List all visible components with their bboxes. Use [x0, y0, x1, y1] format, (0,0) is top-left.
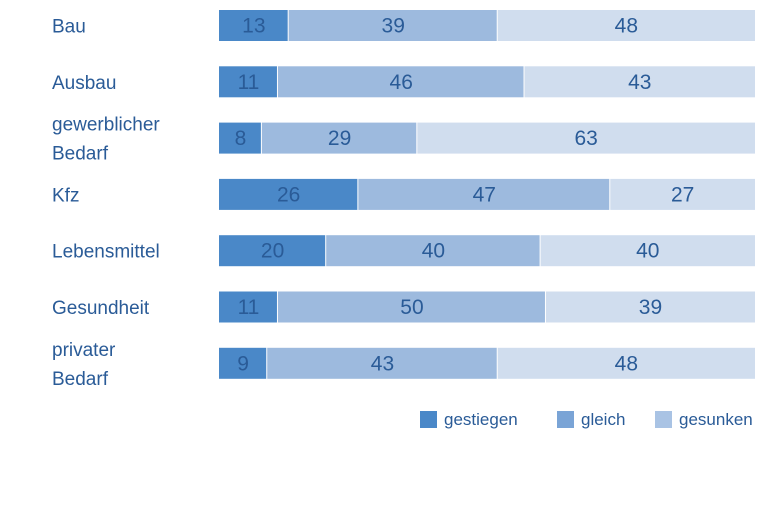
bar-segment-gleich: [277, 291, 545, 323]
category-label: Ausbau: [52, 73, 116, 94]
data-label: 13: [242, 15, 265, 38]
data-label: 50: [400, 296, 423, 319]
data-label: 39: [639, 296, 662, 319]
legend-swatch-gesunken: [655, 411, 672, 428]
data-label: 43: [371, 352, 394, 375]
bar-segment-gestiegen: [219, 122, 261, 154]
legend-label: gleich: [581, 410, 625, 429]
bar-segment-gesunken: [610, 178, 755, 210]
data-label: 27: [671, 183, 694, 206]
category-label: Bedarf: [52, 369, 109, 390]
data-label: 48: [615, 352, 638, 375]
bar-segment-gleich: [267, 347, 497, 379]
bar-segment-gleich: [358, 178, 610, 210]
bar-segment-gleich: [326, 235, 540, 267]
category-labels: Bau Ausbau gewerblicher Bedarf Kfz Lebensmitt…: [52, 17, 160, 390]
bars: 13 39 48 11 46 43 8 29 63 26 47 27 20 40 40 11 50 39 9 43 48: [219, 10, 755, 379]
bar-segment-gesunken: [524, 66, 755, 98]
bar-segment-gleich: [288, 10, 497, 41]
bar-segment-gestiegen: [219, 178, 358, 210]
bar-segment-gesunken: [497, 10, 755, 41]
bar-segment-gleich: [277, 66, 524, 98]
legend-label: gestiegen: [444, 410, 518, 429]
data-label: 48: [615, 15, 638, 38]
data-label: 29: [328, 127, 351, 150]
category-label: gewerblicher: [52, 115, 160, 136]
category-label: Kfz: [52, 185, 79, 206]
bar-segment-gesunken: [545, 291, 755, 323]
data-label: 26: [277, 183, 300, 206]
data-label: 20: [261, 240, 284, 263]
category-label: Bau: [52, 17, 86, 38]
bar-segment-gestiegen: [219, 66, 277, 98]
data-label: 46: [390, 71, 413, 94]
legend-swatch-gleich: [557, 411, 574, 428]
bar-segment-gestiegen: [219, 347, 267, 379]
category-label: privater: [52, 340, 116, 361]
bar-segment-gleich: [261, 122, 417, 154]
data-label: 63: [574, 127, 597, 150]
data-label: 11: [238, 71, 260, 94]
category-label: Bedarf: [52, 144, 109, 165]
data-label: 43: [628, 71, 651, 94]
category-label: Gesundheit: [52, 298, 150, 319]
bar-segment-gestiegen: [219, 235, 326, 267]
legend-label: gesunken: [679, 410, 753, 429]
data-label: 47: [473, 183, 496, 206]
category-label: Lebensmittel: [52, 242, 160, 263]
data-label: 9: [237, 352, 249, 375]
legend-swatch-gestiegen: [420, 411, 437, 428]
data-label: 40: [636, 240, 659, 263]
bar-segment-gesunken: [417, 122, 755, 154]
bar-segment-gesunken: [497, 347, 755, 379]
data-label: 8: [235, 127, 247, 150]
bar-segment-gestiegen: [219, 291, 277, 323]
data-label: 11: [238, 296, 260, 319]
data-label: 39: [382, 15, 405, 38]
legend: gestiegen gleich gesunken: [420, 410, 753, 429]
data-label: 40: [422, 240, 445, 263]
bar-segment-gesunken: [540, 235, 755, 267]
bar-segment-gestiegen: [219, 10, 288, 41]
